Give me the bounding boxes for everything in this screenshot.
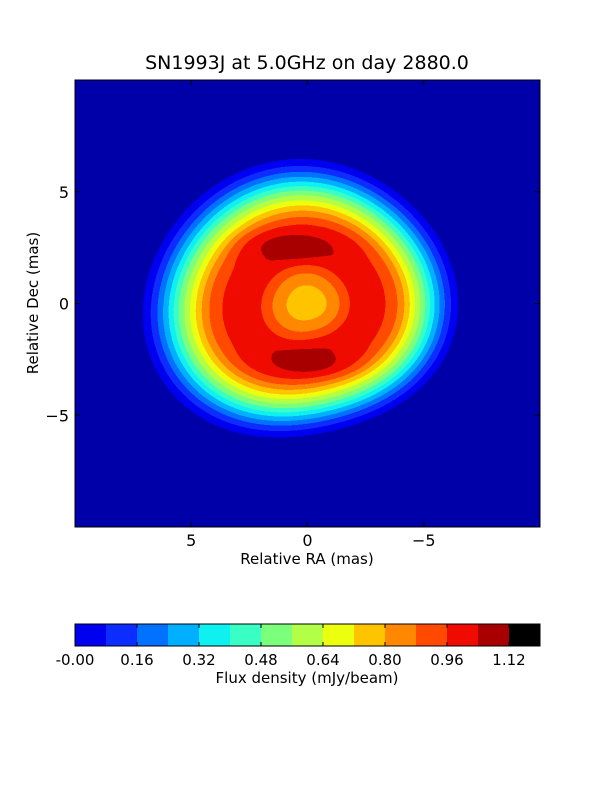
colorbar-segment <box>75 624 107 646</box>
colorbar-tick-label: 0.48 <box>244 651 277 669</box>
y-axis-label: Relative Dec (mas) <box>24 232 42 374</box>
colorbar-segment <box>106 624 138 646</box>
plot-area <box>75 80 540 527</box>
contour-level-13 <box>222 224 386 379</box>
colorbar-segment <box>199 624 231 646</box>
colorbar-segment <box>292 624 324 646</box>
colorbar-segment <box>385 624 417 646</box>
x-tick-label: 0 <box>302 531 312 550</box>
y-tick-label: −5 <box>45 406 69 425</box>
x-axis-label: Relative RA (mas) <box>240 550 373 568</box>
contour-layers <box>142 158 459 438</box>
y-tick-label: 5 <box>59 183 69 202</box>
colorbar-segment <box>416 624 448 646</box>
colorbar-tick-label: 0.96 <box>430 651 463 669</box>
x-tick-label: 5 <box>186 531 196 550</box>
colorbar-tick-label: 0.32 <box>182 651 215 669</box>
colorbar-segment <box>261 624 293 646</box>
colorbar-segment <box>323 624 355 646</box>
colorbar-tick-label: -0.00 <box>56 651 95 669</box>
colorbar-segment <box>447 624 479 646</box>
colorbar: -0.00 0.16 0.32 0.48 0.64 0.80 0.96 1.12 <box>56 623 541 669</box>
chart-title: SN1993J at 5.0GHz on day 2880.0 <box>145 52 469 74</box>
colorbar-tick-label: 0.80 <box>368 651 401 669</box>
contour-level-14 <box>260 234 337 372</box>
x-axis-ticks: 5 0 −5 <box>186 80 436 550</box>
x-tick-label: −5 <box>412 531 436 550</box>
colorbar-segment <box>354 624 386 646</box>
colorbar-segment <box>168 624 200 646</box>
y-axis-ticks: 5 0 −5 <box>45 183 540 425</box>
y-tick-label: 0 <box>59 295 69 314</box>
colorbar-tick-label: 0.16 <box>120 651 153 669</box>
colorbar-segment <box>509 624 541 646</box>
colorbar-segment <box>478 624 510 646</box>
colorbar-tick-label: 1.12 <box>492 651 525 669</box>
colorbar-segment <box>137 624 169 646</box>
colorbar-frame <box>74 623 541 647</box>
colorbar-segment <box>230 624 262 646</box>
colorbar-label: Flux density (mJy/beam) <box>216 669 399 687</box>
colorbar-tick-label: 0.64 <box>306 651 339 669</box>
